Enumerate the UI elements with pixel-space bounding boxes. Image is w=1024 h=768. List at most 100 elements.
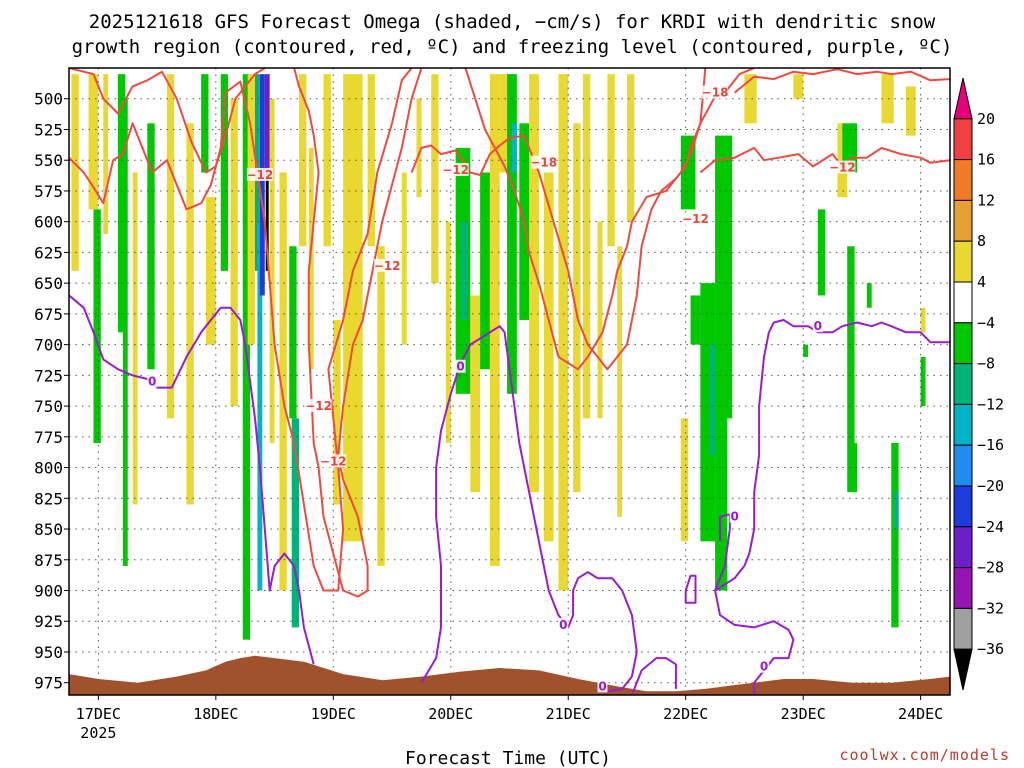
contour-label: −12 xyxy=(829,161,856,175)
terrain xyxy=(69,655,950,695)
omega-cell xyxy=(891,442,899,628)
omega-cell xyxy=(259,74,265,296)
x-axis-label: Forecast Time (UTC) xyxy=(405,748,611,768)
omega-cell xyxy=(507,74,517,394)
omega-cell xyxy=(529,74,539,493)
y-tick-label: 525 xyxy=(34,120,63,139)
x-tick-label: 18DEC xyxy=(193,705,238,723)
colorbar: 20 16 12 8 4 −4 −8 −12 −16 −20 −24 −28 −32 −36 xyxy=(953,77,1004,691)
dgz-contour-line xyxy=(464,68,755,371)
y-tick-label: 850 xyxy=(34,520,63,539)
omega-cell xyxy=(852,442,858,493)
freezing-contour-line xyxy=(714,332,770,592)
contour-label: 0 xyxy=(760,660,768,674)
omega-cell xyxy=(715,135,728,591)
y-tick-label: 625 xyxy=(34,243,63,262)
omega-cell xyxy=(920,356,926,407)
omega-cell xyxy=(308,147,314,370)
x-tick-label: 21DEC xyxy=(546,705,591,723)
contour-label-bg xyxy=(320,454,347,468)
omega-cell xyxy=(866,283,872,308)
colorbar-label: −16 xyxy=(977,436,1004,454)
y-tick-label: 950 xyxy=(34,643,63,662)
omega-cell xyxy=(103,74,109,234)
omega-cell xyxy=(597,221,603,419)
y-tick-label: 600 xyxy=(34,213,63,232)
omega-cell xyxy=(817,209,826,296)
contour-label-bg xyxy=(530,155,557,169)
y-tick-label: 750 xyxy=(34,397,63,416)
omega-cell xyxy=(71,74,79,271)
omega-cell xyxy=(793,74,804,99)
colorbar-swatch xyxy=(953,607,973,650)
contour-label-bg xyxy=(829,160,856,174)
freezing-contour-line xyxy=(69,294,315,665)
omega-cell xyxy=(279,172,287,591)
contour-label: 0 xyxy=(559,618,567,632)
omega-cell xyxy=(582,74,591,419)
contour-label: −12 xyxy=(305,399,332,413)
colorbar-label: −8 xyxy=(977,355,995,373)
dgz-contour-line xyxy=(69,68,266,174)
contour-label: 0 xyxy=(456,360,464,374)
omega-cell xyxy=(230,98,238,407)
y-tick-label: 500 xyxy=(34,90,63,109)
omega-cell xyxy=(511,123,517,173)
omega-cell xyxy=(431,74,439,284)
x-tick-label: 24DEC xyxy=(898,705,943,723)
contour-label-bg xyxy=(702,85,729,99)
omega-cell xyxy=(269,98,275,443)
colorbar-label: −4 xyxy=(977,314,995,332)
dgz-contour-line xyxy=(699,146,950,174)
colorbar-swatch xyxy=(953,322,973,365)
omega-cell xyxy=(803,344,809,357)
dgz-contour-line xyxy=(733,68,950,94)
omega-cell xyxy=(573,123,581,493)
omega-cell xyxy=(333,320,341,505)
omega-cell xyxy=(893,492,899,530)
omega-cell xyxy=(88,74,99,210)
colorbar-label: −36 xyxy=(977,640,1004,658)
omega-cell xyxy=(299,74,307,247)
omega-cell xyxy=(265,172,269,271)
contour-label: 0 xyxy=(148,375,156,389)
contour-label-bg xyxy=(558,617,569,631)
omega-cell xyxy=(744,74,757,124)
omega-cell xyxy=(416,98,422,198)
plot-area: −18 −12 −18 −12 −12 −12 −12 −12 −12 0 0 0 0 0 0 0 xyxy=(69,68,950,695)
colorbar-swatch xyxy=(953,281,973,324)
y-tick-label: 925 xyxy=(34,612,63,631)
y-tick-label: 725 xyxy=(34,366,63,385)
omega-cell xyxy=(724,135,733,419)
omega-cell xyxy=(117,74,126,333)
colorbar-swatch xyxy=(953,77,973,120)
omega-cell xyxy=(401,172,407,345)
omega-cell xyxy=(132,172,138,505)
omega-cell xyxy=(842,123,858,173)
contour-label-bg xyxy=(455,359,466,373)
contour-labels: −18 −12 −18 −12 −12 −12 −12 −12 −12 0 0 0 0 0 0 0 xyxy=(147,85,856,693)
x-tick-label: 23DEC xyxy=(781,705,826,723)
contour-label-bg xyxy=(759,659,770,673)
y-tick-label: 975 xyxy=(34,674,63,693)
omega-shading xyxy=(71,74,926,640)
omega-cell xyxy=(489,74,500,566)
y-tick-label: 900 xyxy=(34,582,63,601)
chart-title-line1: 2025121618 GFS Forecast Omega (shaded, −… xyxy=(89,11,936,33)
freezing-contour-line xyxy=(768,319,950,344)
y-axis: 500 525 550 575 600 625 650 675 700 725 750 775 800 8… xyxy=(34,90,69,693)
y-tick-label: 550 xyxy=(34,151,63,170)
contour-label-bg xyxy=(147,374,158,388)
contour-label: −18 xyxy=(702,86,729,100)
y-tick-label: 700 xyxy=(34,336,63,355)
colorbar-label: −28 xyxy=(977,559,1004,577)
omega-cell xyxy=(257,221,263,591)
contour-label: −12 xyxy=(374,259,401,273)
contour-label-bg xyxy=(374,258,401,272)
omega-cell xyxy=(607,74,615,247)
omega-cell xyxy=(289,246,297,419)
contour-label: −12 xyxy=(247,168,274,182)
omega-cell xyxy=(166,74,175,419)
omega-cell xyxy=(680,135,696,210)
